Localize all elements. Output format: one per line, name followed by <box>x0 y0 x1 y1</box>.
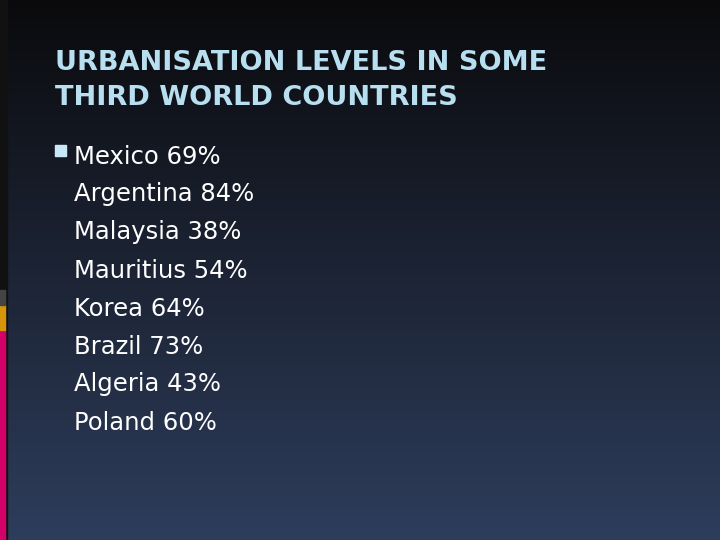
Text: Mexico 69%: Mexico 69% <box>74 145 220 168</box>
Text: URBANISATION LEVELS IN SOME: URBANISATION LEVELS IN SOME <box>55 50 547 76</box>
Text: Korea 64%: Korea 64% <box>74 296 204 321</box>
Text: Mauritius 54%: Mauritius 54% <box>74 259 248 282</box>
Bar <box>55 145 66 156</box>
Text: THIRD WORLD COUNTRIES: THIRD WORLD COUNTRIES <box>55 85 458 111</box>
Bar <box>0 290 5 305</box>
Text: Brazil 73%: Brazil 73% <box>74 334 203 359</box>
Bar <box>0 330 5 540</box>
Bar <box>0 0 7 540</box>
Text: Malaysia 38%: Malaysia 38% <box>74 220 241 245</box>
Bar <box>0 305 5 330</box>
Text: Argentina 84%: Argentina 84% <box>74 183 254 206</box>
Text: Poland 60%: Poland 60% <box>74 410 217 435</box>
Text: Algeria 43%: Algeria 43% <box>74 373 221 396</box>
